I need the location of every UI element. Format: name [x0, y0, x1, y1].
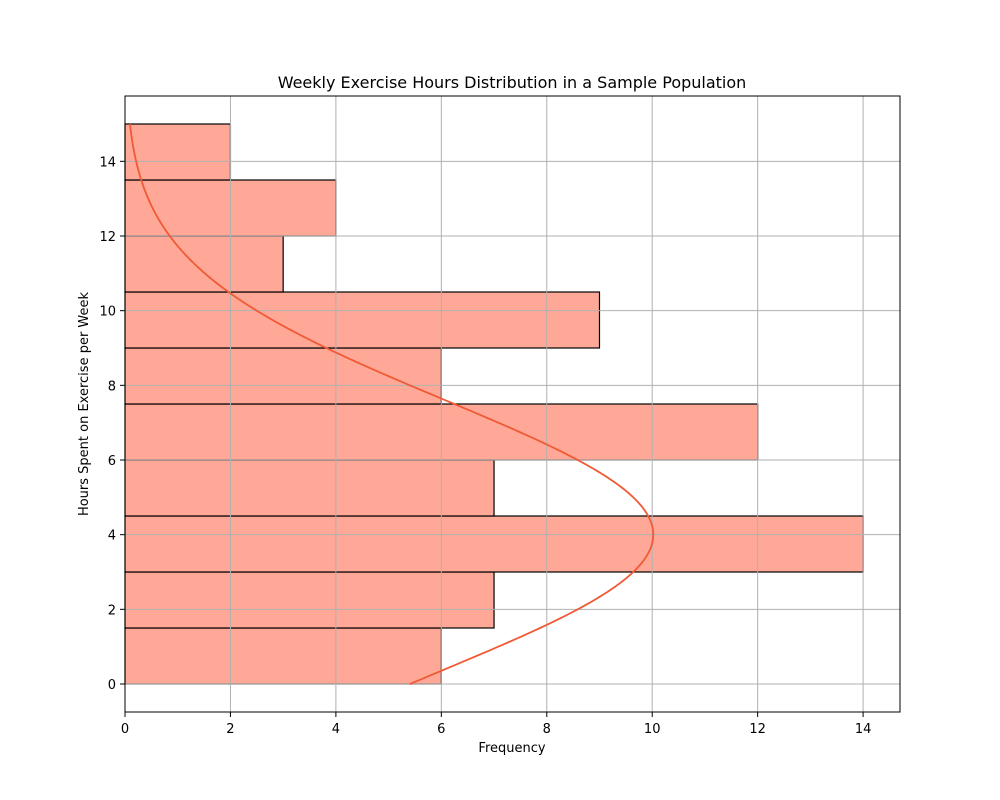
density-curve — [129, 123, 655, 685]
y-tick-label: 4 — [108, 529, 116, 544]
curve-layer — [129, 123, 655, 685]
y-axis-ticks: 0 2 4 6 8 10 12 14 — [99, 155, 125, 693]
bars-layer — [124, 123, 864, 685]
histogram-bar — [124, 235, 284, 293]
histogram-bar — [124, 123, 232, 181]
x-tick-label: 2 — [226, 722, 234, 737]
y-axis-label: Hours Spent on Exercise per Week — [77, 291, 92, 516]
y-tick-label: 8 — [108, 379, 116, 394]
x-tick-label: 14 — [855, 722, 872, 737]
grid-layer — [124, 96, 900, 712]
histogram-bar — [124, 515, 864, 573]
chart-title: Weekly Exercise Hours Distribution in a … — [278, 73, 747, 92]
histogram-bar — [124, 571, 495, 629]
x-tick-label: 10 — [644, 722, 661, 737]
y-tick-label: 0 — [108, 678, 116, 693]
x-axis-ticks: 0 2 4 6 8 10 12 14 — [121, 712, 872, 737]
plot-frame — [124, 95, 901, 713]
y-tick-label: 12 — [99, 230, 116, 245]
histogram-bar — [124, 459, 495, 517]
histogram-bar — [124, 627, 442, 685]
y-tick-label: 14 — [99, 155, 116, 170]
x-tick-label: 8 — [543, 722, 551, 737]
y-tick-label: 6 — [108, 454, 116, 469]
x-tick-label: 0 — [121, 722, 129, 737]
histogram-bar — [124, 291, 601, 349]
x-tick-label: 12 — [749, 722, 766, 737]
x-axis-label: Frequency — [478, 741, 545, 756]
histogram-bar — [124, 347, 442, 405]
x-tick-label: 4 — [332, 722, 340, 737]
y-tick-label: 10 — [99, 305, 116, 320]
x-tick-label: 6 — [437, 722, 445, 737]
y-tick-label: 2 — [108, 603, 116, 618]
